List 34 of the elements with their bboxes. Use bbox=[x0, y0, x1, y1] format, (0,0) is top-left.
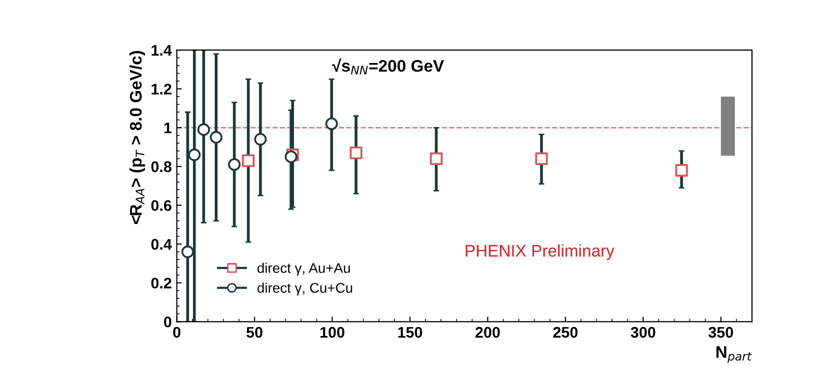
x-tick-label: 350 bbox=[708, 326, 734, 338]
point bbox=[228, 158, 241, 171]
y-tick-label: 0.8 bbox=[151, 161, 172, 172]
point bbox=[254, 133, 267, 146]
y-tick-label: 1.4 bbox=[152, 45, 172, 56]
point bbox=[181, 246, 194, 258]
y-tick-label: 0.2 bbox=[151, 278, 172, 289]
legend-label: direct γ, Au+Au bbox=[258, 262, 350, 276]
point bbox=[675, 164, 688, 177]
point bbox=[350, 146, 362, 160]
point bbox=[242, 154, 255, 167]
y-tick-label: 0.6 bbox=[151, 200, 172, 211]
y-tick-label: 0.4 bbox=[151, 238, 172, 250]
y-axis-title: <R$_{AA}$> (p$_{T}$ > 8.0 GeV/c) bbox=[129, 50, 146, 224]
point bbox=[188, 148, 201, 162]
x-tick-label: 200 bbox=[475, 326, 500, 338]
y-tick-label: 0 bbox=[164, 316, 172, 328]
point bbox=[197, 123, 210, 136]
y-tick-label: 1 bbox=[164, 122, 172, 134]
point bbox=[430, 152, 443, 165]
x-tick-label: 250 bbox=[553, 326, 578, 338]
annotation: √s$_{NN}$=200 GeV bbox=[332, 58, 444, 74]
x-tick-label: 300 bbox=[630, 326, 656, 338]
y-tick-label: 1.2 bbox=[152, 84, 172, 94]
x-tick-label: 50 bbox=[246, 326, 262, 338]
x-tick-label: 100 bbox=[320, 326, 344, 338]
point bbox=[325, 117, 338, 130]
legend-label: direct γ, Cu+Cu bbox=[258, 282, 352, 296]
x-tick-label: 150 bbox=[398, 326, 422, 338]
x-tick-label: 0 bbox=[173, 326, 180, 338]
x-axis-title: N$_{part}$ bbox=[716, 346, 752, 363]
point bbox=[210, 131, 222, 144]
point bbox=[535, 152, 548, 165]
annotation: PHENIX Preliminary bbox=[466, 244, 614, 260]
